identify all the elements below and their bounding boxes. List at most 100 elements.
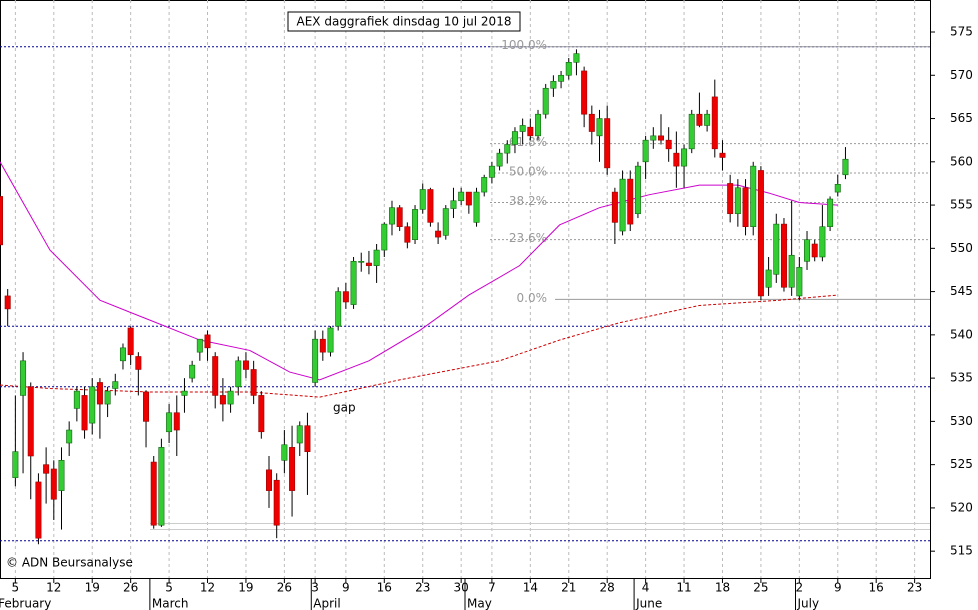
candle-body [650, 135, 657, 141]
y-tick-label: 555 [950, 198, 973, 212]
candle-body [627, 178, 634, 225]
candle-body [327, 327, 334, 353]
y-tick-label: 530 [950, 414, 973, 428]
y-tick-label: 540 [950, 327, 973, 341]
candle-body [181, 390, 188, 396]
candle-body [811, 243, 818, 258]
candle-body [596, 118, 603, 137]
month-label: March [152, 597, 189, 610]
candle-body [273, 479, 280, 526]
chart-title: AEX daggrafiek dinsdag 10 jul 2018 [297, 15, 512, 29]
x-tick-label: 12 [200, 581, 215, 595]
y-tick-label: 520 [950, 500, 973, 514]
x-tick-label: 30 [454, 581, 469, 595]
candle-body [0, 196, 3, 246]
candle-body [396, 207, 403, 228]
candle-body [588, 113, 595, 132]
x-tick-label: 21 [561, 581, 576, 595]
x-tick-label: 12 [46, 581, 61, 595]
candle-body [27, 386, 34, 457]
candle-body [581, 70, 588, 115]
x-tick-label: 7 [488, 581, 496, 595]
candle-body [212, 356, 219, 396]
candle-body [388, 207, 395, 225]
y-tick-label: 550 [950, 241, 973, 255]
candle-body [204, 334, 211, 349]
candle-body [773, 223, 780, 275]
candle-body [658, 135, 664, 141]
candle-body [619, 178, 626, 232]
y-tick-label: 560 [950, 154, 973, 168]
candle-body [711, 96, 718, 150]
candle-body [196, 338, 203, 353]
candle-body [842, 158, 849, 176]
title-box [287, 11, 521, 32]
x-tick-label: 4 [642, 581, 650, 595]
candle-body [242, 360, 249, 370]
candle-body [757, 170, 764, 297]
candle-body [681, 148, 688, 167]
month-label: June [635, 597, 662, 610]
x-tick-label: 26 [123, 581, 138, 595]
y-tick-label: 525 [950, 457, 973, 471]
candle-body [611, 191, 618, 223]
x-tick-label: 2 [796, 581, 804, 595]
candle-body [488, 165, 495, 178]
candle-body [81, 395, 88, 431]
candle-body [734, 187, 741, 215]
y-tick-label: 515 [950, 544, 973, 558]
candle-body [496, 152, 503, 167]
candle-body [112, 381, 119, 389]
candle-body [365, 262, 372, 266]
candle-body [104, 390, 111, 405]
candle-body [750, 165, 757, 228]
x-tick-label: 18 [715, 581, 730, 595]
candle-body [542, 87, 549, 115]
candle-body [296, 425, 303, 444]
candle-body [780, 223, 787, 288]
candle-body [788, 254, 795, 288]
candle-body [373, 249, 380, 266]
annotation: gap [333, 401, 356, 415]
fib-label: 23.6% [509, 231, 547, 245]
month-label: April [313, 597, 340, 610]
candle-body [696, 113, 703, 126]
candle-body [73, 390, 80, 409]
candle-body [673, 152, 680, 167]
candle-body [511, 131, 518, 145]
x-tick-label: 9 [342, 581, 350, 595]
fib-label: 100.0% [501, 38, 547, 52]
candle-body [266, 469, 272, 491]
candle-body [135, 356, 142, 370]
candle-body [642, 139, 649, 163]
candle-body [58, 460, 65, 491]
candle-body [665, 139, 672, 150]
candle-body [350, 261, 357, 305]
candle-body [119, 347, 126, 362]
candle-body [412, 209, 419, 240]
candle-body [535, 113, 542, 137]
x-tick-label: 3 [311, 581, 319, 595]
candle-body [527, 126, 534, 137]
candle-body [335, 291, 342, 327]
candle-body [604, 118, 611, 169]
candle-body [442, 208, 449, 236]
x-tick-label: 9 [834, 581, 842, 595]
candle-body [43, 464, 50, 474]
candle-body [458, 191, 465, 202]
candle-body [319, 338, 326, 353]
x-tick-label: 25 [753, 581, 768, 595]
credit: © ADN Beursanalyse [6, 556, 133, 570]
candle-body [573, 53, 580, 63]
candle-body [481, 177, 488, 193]
candle-body [519, 125, 526, 132]
x-tick-label: 19 [85, 581, 100, 595]
candle-body [834, 184, 841, 193]
candle-body [727, 183, 734, 215]
y-tick-label: 575 [950, 25, 973, 39]
candle-body [804, 239, 811, 262]
candle-body [66, 429, 73, 444]
candle-body [235, 360, 242, 388]
candle-body [35, 481, 42, 539]
